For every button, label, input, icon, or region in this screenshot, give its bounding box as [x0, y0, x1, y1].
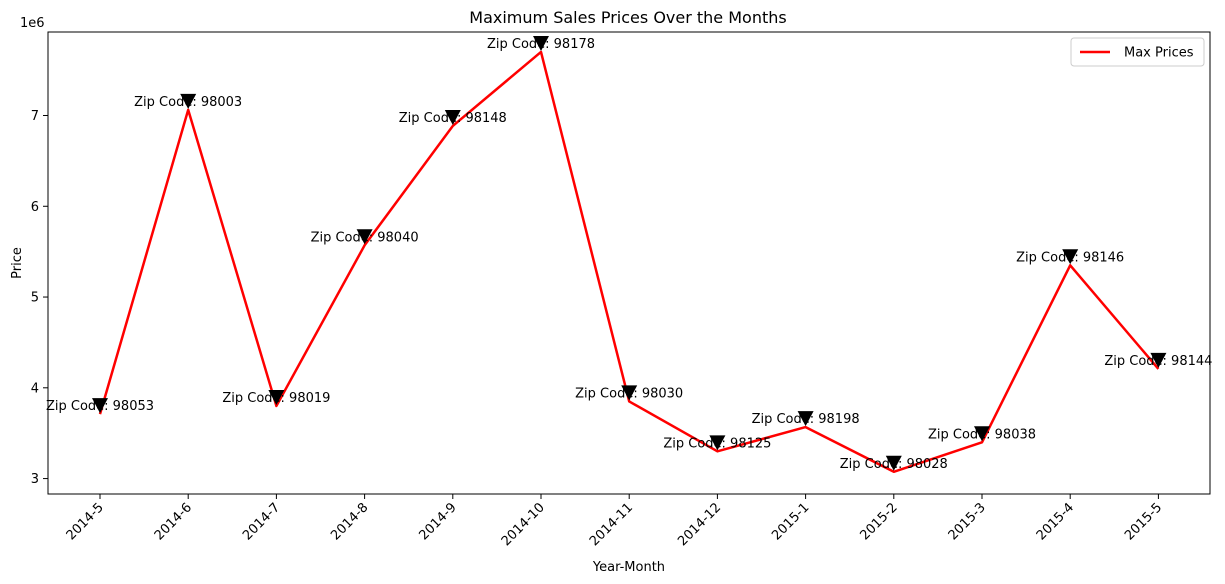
- data-point-marker: [444, 109, 461, 125]
- data-annotation: Zip Code: 98028: [840, 457, 948, 472]
- annotations: Zip Code: 98053 Zip Code: 98003 Zip Code: …: [46, 37, 1212, 472]
- x-tick-label: 2015-2: [857, 500, 900, 543]
- series-line-max-prices: [98, 50, 1160, 474]
- x-tick-label: 2014-12: [675, 500, 724, 549]
- legend: Max Prices: [1070, 37, 1205, 67]
- x-tick-label: 2014-7: [240, 500, 283, 543]
- chart-title: Maximum Sales Prices Over the Months: [469, 8, 786, 27]
- y-tick-label: 6: [31, 200, 39, 215]
- y-scale-label: 1e6: [20, 16, 45, 31]
- x-tick-label: 2015-5: [1122, 500, 1165, 543]
- data-point-marker: [1150, 352, 1167, 368]
- x-tick-label: 2015-1: [769, 500, 812, 543]
- y-axis-label: Price: [10, 247, 25, 279]
- y-axis: 3 4 5 6 7: [31, 109, 48, 487]
- data-point-marker: [180, 93, 197, 109]
- x-tick-label: 2015-3: [946, 500, 989, 543]
- markers: [92, 35, 1167, 471]
- x-tick-label: 2014-9: [416, 500, 459, 543]
- data-annotation: Zip Code: 98144: [1104, 354, 1212, 369]
- data-point-marker: [356, 229, 373, 245]
- data-annotation: Zip Code: 98125: [663, 436, 771, 451]
- data-annotation: Zip Code: 98030: [575, 386, 683, 401]
- x-tick-label: 2015-4: [1034, 500, 1077, 543]
- data-point-marker: [92, 398, 108, 414]
- data-annotation: Zip Code: 98198: [752, 412, 860, 427]
- data-point-marker: [797, 411, 814, 427]
- y-tick-label: 4: [31, 381, 39, 396]
- data-annotation: Zip Code: 98053: [46, 399, 154, 414]
- data-annotation: Zip Code: 98019: [222, 391, 330, 406]
- x-tick-label: 2014-11: [587, 500, 636, 549]
- data-point-marker: [1062, 249, 1079, 265]
- data-point-marker: [621, 385, 638, 401]
- data-point-marker: [885, 455, 902, 471]
- x-tick-label: 2014-6: [152, 500, 195, 543]
- x-tick-label: 2014-10: [499, 500, 548, 549]
- legend-box: [1070, 37, 1205, 67]
- data-annotation: Zip Code: 98178: [487, 37, 595, 52]
- data-point-marker: [974, 426, 990, 442]
- x-tick-label: 2014-5: [64, 500, 107, 543]
- data-annotation: Zip Code: 98003: [134, 95, 242, 110]
- y-tick-label: 3: [31, 472, 39, 487]
- y-tick-label: 5: [31, 291, 39, 306]
- x-axis-label: Year-Month: [592, 560, 665, 575]
- y-tick-label: 7: [31, 109, 39, 124]
- data-point-marker: [533, 35, 549, 51]
- data-annotation: Zip Code: 98038: [928, 427, 1036, 442]
- data-point-marker: [709, 435, 726, 451]
- data-annotation: Zip Code: 98146: [1016, 250, 1124, 265]
- data-annotation: Zip Code: 98040: [311, 230, 419, 245]
- data-point-marker: [268, 389, 285, 405]
- legend-label: Max Prices: [1124, 46, 1194, 61]
- x-tick-label: 2014-8: [328, 500, 371, 543]
- data-annotation: Zip Code: 98148: [399, 111, 507, 126]
- x-axis: 2014-5 2014-6 2014-7 2014-8 2014-9 2014-10 201…: [64, 494, 1165, 549]
